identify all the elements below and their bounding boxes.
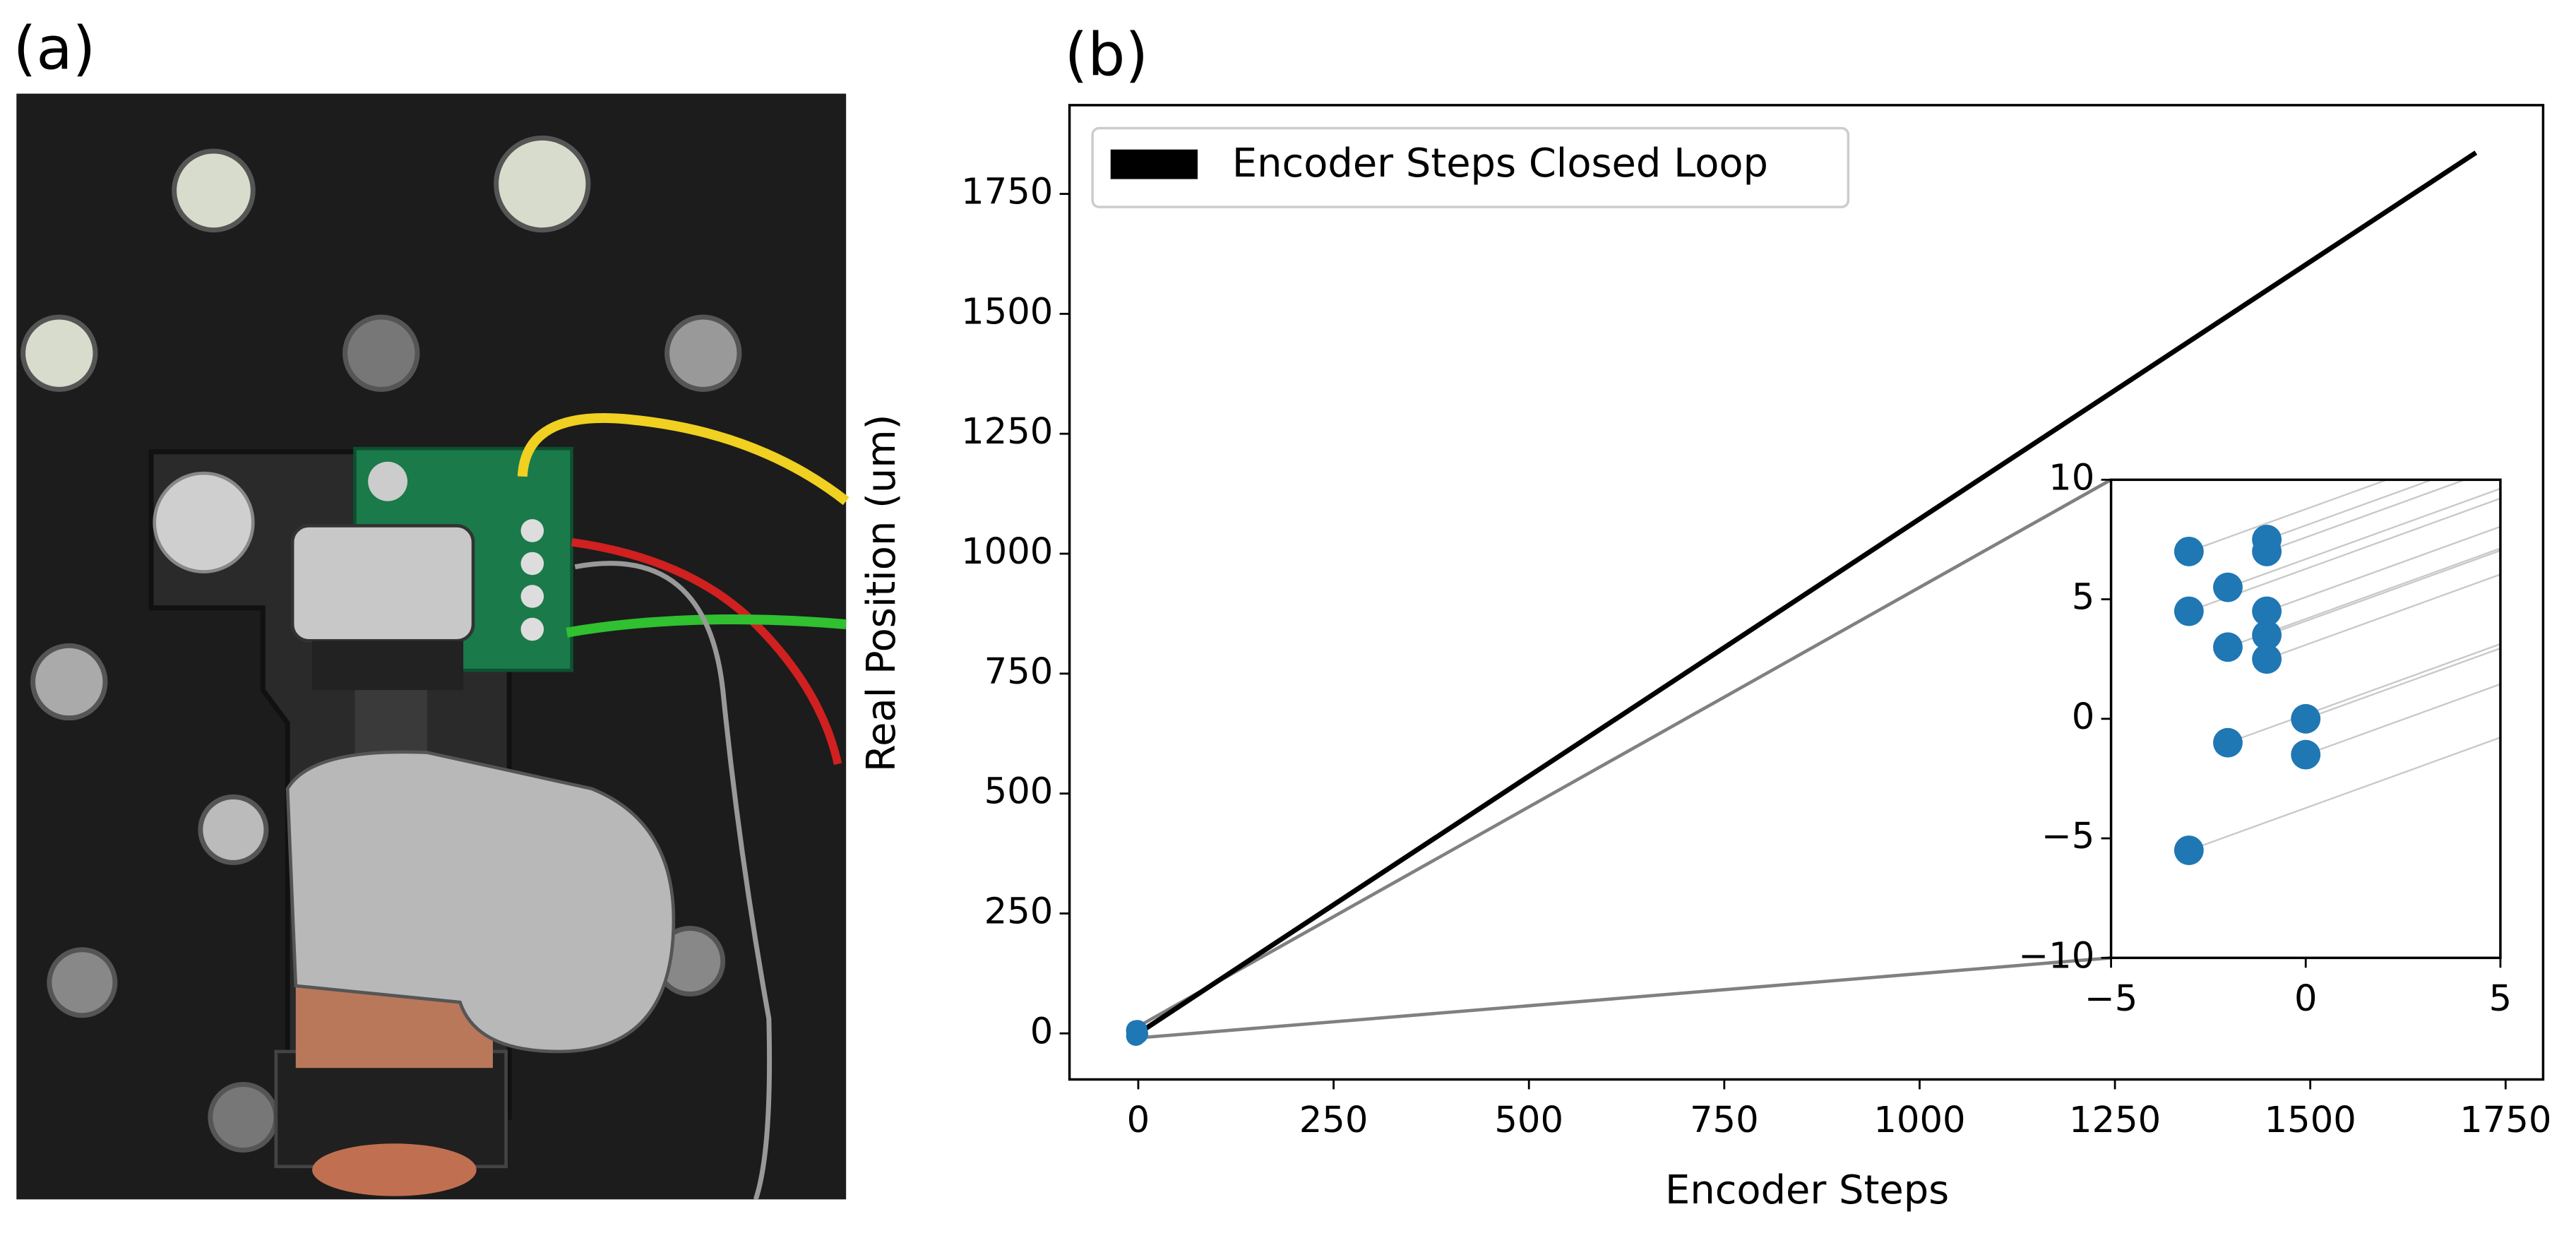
legend-swatch	[1110, 149, 1198, 179]
inset-point	[2174, 536, 2204, 566]
x-tick-label: 1000	[1873, 1099, 1965, 1141]
panel-label: (b)	[1065, 20, 1149, 90]
x-tick-label: 1500	[2265, 1099, 2356, 1141]
inset-trace	[2266, 573, 2500, 660]
inset-trace	[2227, 547, 2500, 648]
y-tick-label: 0	[2072, 696, 2095, 738]
inset-point	[2174, 835, 2204, 865]
inset-point	[2174, 596, 2204, 626]
inset-lines	[2188, 480, 2500, 852]
x-tick-label: 750	[1690, 1099, 1759, 1141]
panel-label: (a)	[13, 13, 96, 83]
y-tick-label: 10	[2049, 456, 2094, 499]
inset-point	[2291, 703, 2321, 734]
inset-trace	[2266, 525, 2500, 612]
inset-trace	[2227, 487, 2500, 588]
y-tick-label: 1250	[961, 410, 1053, 453]
legend: Encoder Steps Closed Loop	[1091, 126, 1850, 208]
x-tick-label: 1250	[2069, 1099, 2161, 1141]
inset-trace	[2266, 549, 2500, 636]
inset-trace	[2266, 480, 2435, 541]
inset-point	[2291, 739, 2321, 770]
x-tick-label: 5	[2489, 977, 2512, 1020]
y-tick-label: 500	[984, 770, 1054, 813]
inset-trace	[2266, 480, 2467, 552]
legend-box	[1091, 126, 1850, 208]
inset-point	[2252, 536, 2282, 566]
inset-point	[2213, 632, 2243, 662]
inset-point	[2252, 644, 2282, 674]
y-axis-label: Real Position (um)	[859, 415, 905, 773]
zoom-line	[1133, 478, 2112, 1030]
y-tick-label: 1500	[961, 290, 1053, 333]
x-tick-label: 0	[2294, 977, 2318, 1020]
inset-trace	[2227, 643, 2500, 744]
inset-point	[2213, 727, 2243, 758]
inset-trace	[2188, 480, 2390, 552]
inset-point	[2252, 596, 2282, 626]
legend-label: Encoder Steps Closed Loop	[1232, 141, 1768, 186]
y-tick-label: −5	[2041, 815, 2094, 857]
inset-trace	[2305, 683, 2500, 756]
y-tick-label: 0	[1030, 1010, 1054, 1052]
inset-trace	[2188, 737, 2500, 852]
plot-frame	[1068, 104, 2545, 1081]
y-tick-label: 1750	[961, 171, 1053, 213]
x-tick-label: 250	[1299, 1099, 1368, 1141]
y-tick-label: 750	[984, 650, 1054, 693]
x-tick-label: 500	[1494, 1099, 1563, 1141]
y-tick-label: 250	[984, 890, 1054, 932]
inset-point	[2252, 620, 2282, 650]
photo	[16, 93, 849, 1201]
x-tick-label: 1750	[2459, 1099, 2551, 1141]
x-axis-label: Encoder Steps	[1665, 1167, 1949, 1213]
inset-trace	[2188, 497, 2500, 612]
zoom-line	[1134, 956, 2111, 1040]
x-tick-label: 0	[1127, 1099, 1150, 1141]
main-point	[1128, 1024, 1148, 1044]
y-tick-label: 1000	[961, 530, 1053, 573]
y-tick-label: −10	[2018, 934, 2094, 977]
y-tick-label: 5	[2072, 576, 2095, 619]
data-line	[1137, 150, 2478, 1036]
inset-point	[2213, 572, 2243, 602]
x-tick-label: −5	[2085, 977, 2137, 1020]
inset-trace	[2305, 647, 2500, 720]
